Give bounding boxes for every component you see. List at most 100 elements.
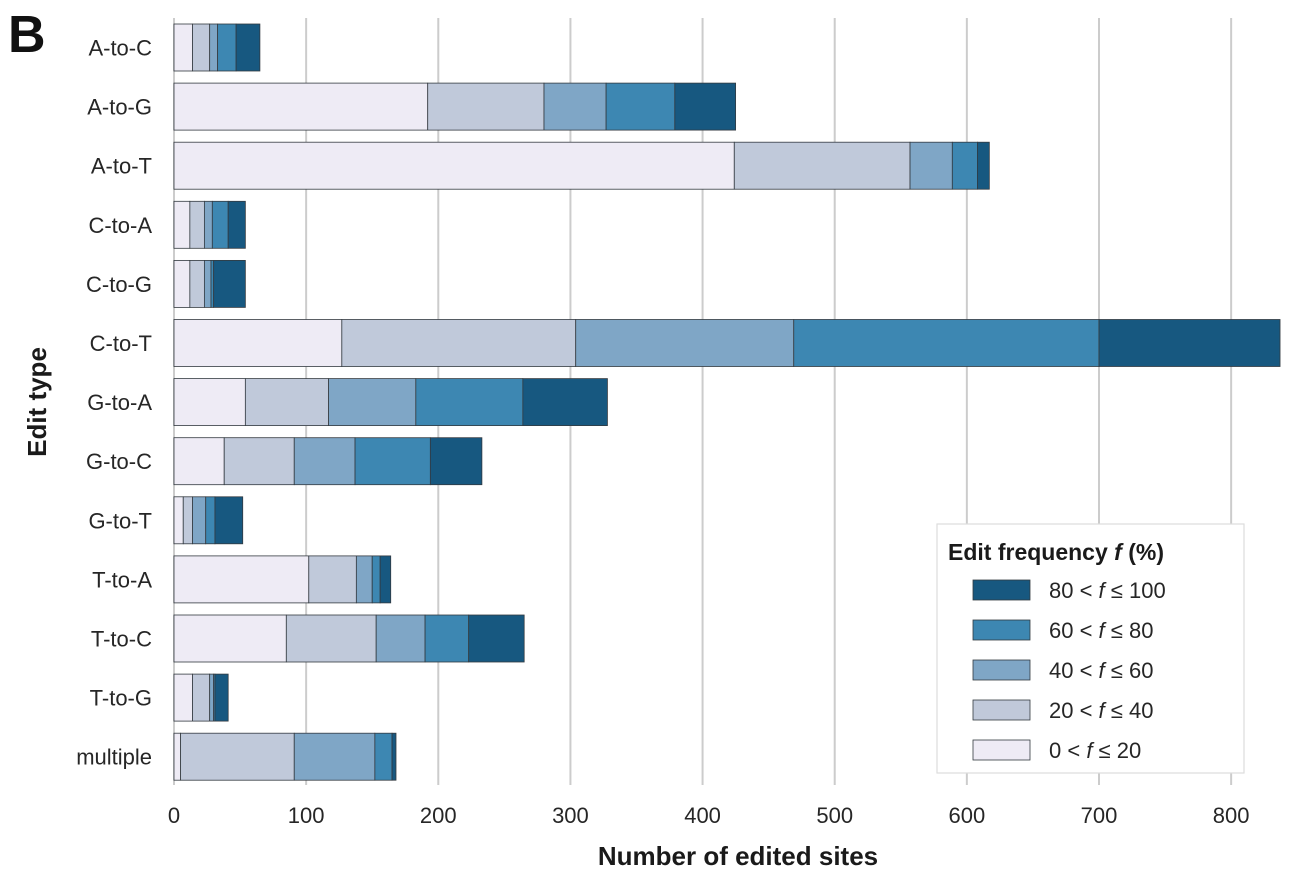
category-label: multiple [76, 745, 152, 770]
bar-segment [173, 82, 429, 131]
bar-segment [182, 496, 193, 545]
bar-segment [180, 732, 295, 781]
bar-segment [209, 23, 219, 72]
legend: Edit frequency f (%) 80 < f ≤ 100 60 < f … [936, 523, 1245, 774]
bar-segment [522, 378, 608, 427]
bar-segment [173, 732, 182, 781]
bar-segment [205, 496, 216, 545]
bar-segment [223, 437, 295, 486]
bar-segment [427, 82, 545, 131]
legend-label: 20 < f ≤ 40 [1049, 698, 1153, 723]
x-tick-label: 100 [288, 803, 325, 828]
bar-segment [354, 437, 431, 486]
panel-label: B [8, 6, 46, 64]
bar-segment [391, 732, 397, 781]
legend-frame [936, 523, 1245, 774]
bar-segment [211, 200, 229, 249]
bar-segment [977, 141, 990, 190]
bar-segment [173, 259, 191, 308]
x-tick-label: 300 [552, 803, 589, 828]
bar-segment [214, 673, 229, 722]
bar-segment [543, 82, 607, 131]
category-label: A-to-G [87, 95, 152, 120]
legend-swatch [972, 579, 1031, 601]
bar-segment [379, 555, 392, 604]
bar-segment [293, 732, 376, 781]
bar-segment [173, 23, 193, 72]
bar-segment [371, 555, 381, 604]
bar-segment [173, 141, 735, 190]
bar-segment [468, 614, 525, 663]
x-tick-label: 500 [816, 803, 853, 828]
bars [173, 23, 1281, 781]
category-label: A-to-C [88, 36, 152, 61]
bar-segment [192, 496, 207, 545]
bar-segment [308, 555, 357, 604]
bar-segment [909, 141, 953, 190]
legend-swatch [972, 699, 1031, 721]
bar-segment [235, 23, 261, 72]
bar-segment [173, 200, 191, 249]
bar-segment [328, 378, 417, 427]
bar-segment [189, 200, 205, 249]
category-label: C-to-A [88, 213, 152, 238]
x-tick-label: 0 [168, 803, 180, 828]
bar-segment [674, 82, 737, 131]
category-label: A-to-T [91, 154, 152, 179]
bar-segment [375, 614, 426, 663]
bar-segment [173, 555, 310, 604]
category-label: G-to-T [88, 508, 152, 533]
bar-segment [341, 319, 577, 367]
bar-segment [214, 496, 244, 545]
bar-segment [793, 319, 1100, 367]
category-label: T-to-A [92, 567, 152, 592]
bar-segment [173, 614, 287, 663]
bar-segment [192, 673, 211, 722]
bar-segment [217, 23, 237, 72]
bar-segment [293, 437, 356, 486]
x-tick-label: 200 [420, 803, 457, 828]
category-label: G-to-C [86, 449, 152, 474]
bar-segment [951, 141, 978, 190]
legend-swatch [972, 619, 1031, 641]
bar-segment [173, 319, 343, 367]
legend-label: 60 < f ≤ 80 [1049, 618, 1153, 643]
bar-segment [415, 378, 524, 427]
bar-segment [192, 23, 211, 72]
bar-segment [244, 378, 330, 427]
legend-items: 80 < f ≤ 100 60 < f ≤ 80 40 < f ≤ 60 20 < f… [972, 578, 1166, 763]
bar-segment [227, 200, 246, 249]
bar-segment [189, 259, 205, 308]
category-label: T-to-G [90, 686, 152, 711]
bar-segment [173, 496, 184, 545]
bar-segment [605, 82, 676, 131]
bar-segment [733, 141, 911, 190]
legend-label: 0 < f ≤ 20 [1049, 738, 1141, 763]
bar-segment [374, 732, 393, 781]
legend-swatch [972, 739, 1031, 761]
y-axis-title: Edit type [22, 347, 52, 457]
bar-segment [213, 259, 246, 308]
category-label: C-to-G [86, 272, 152, 297]
category-labels: A-to-C A-to-G A-to-T C-to-A C-to-G C-to-T G-to… [76, 36, 152, 770]
bar-segment [1098, 319, 1281, 367]
bar-segment [173, 437, 225, 486]
legend-label: 80 < f ≤ 100 [1049, 578, 1166, 603]
x-tick-label: 700 [1081, 803, 1118, 828]
bar-segment [173, 673, 193, 722]
x-tick-label: 600 [948, 803, 985, 828]
bar-segment [203, 259, 212, 308]
legend-title: Edit frequency f (%) [948, 539, 1164, 565]
category-label: T-to-C [91, 627, 152, 652]
bar-segment [429, 437, 483, 486]
bar-segment [173, 378, 246, 427]
bar-segment [355, 555, 373, 604]
bar-segment [575, 319, 795, 367]
bar-segment [285, 614, 377, 663]
x-tick-labels: 0 100 200 300 400 500 600 700 800 [168, 803, 1250, 828]
bar-segment [203, 200, 213, 249]
legend-label: 40 < f ≤ 60 [1049, 658, 1153, 683]
bar-segment [209, 673, 215, 722]
legend-swatch [972, 659, 1031, 681]
